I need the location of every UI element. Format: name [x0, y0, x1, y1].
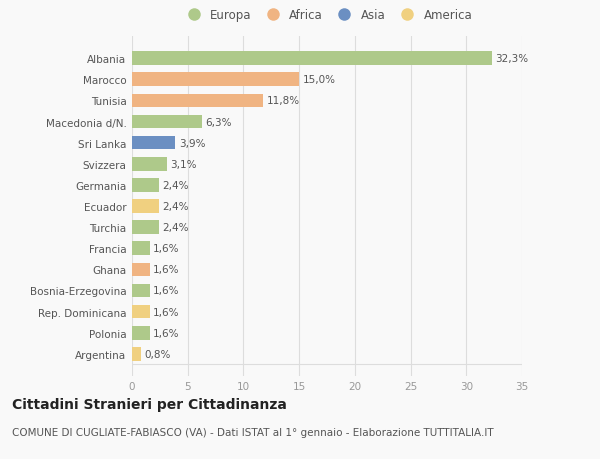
Text: 32,3%: 32,3%	[495, 54, 529, 64]
Text: 1,6%: 1,6%	[153, 328, 179, 338]
Bar	[132, 179, 159, 192]
Text: COMUNE DI CUGLIATE-FABIASCO (VA) - Dati ISTAT al 1° gennaio - Elaborazione TUTTI: COMUNE DI CUGLIATE-FABIASCO (VA) - Dati …	[12, 427, 494, 437]
Bar	[132, 94, 263, 108]
Text: 3,9%: 3,9%	[179, 138, 205, 148]
Text: Cittadini Stranieri per Cittadinanza: Cittadini Stranieri per Cittadinanza	[12, 397, 287, 411]
Bar	[132, 52, 492, 66]
Text: 11,8%: 11,8%	[267, 96, 300, 106]
Text: 3,1%: 3,1%	[170, 159, 196, 169]
Bar	[132, 305, 150, 319]
Text: 6,3%: 6,3%	[206, 117, 232, 127]
Text: 1,6%: 1,6%	[153, 307, 179, 317]
Bar	[132, 200, 159, 213]
Bar	[132, 157, 167, 171]
Bar	[132, 347, 141, 361]
Text: 0,8%: 0,8%	[144, 349, 170, 359]
Bar	[132, 242, 150, 256]
Text: 15,0%: 15,0%	[302, 75, 335, 85]
Bar	[132, 263, 150, 277]
Text: 2,4%: 2,4%	[162, 180, 188, 190]
Bar	[132, 136, 175, 150]
Text: 1,6%: 1,6%	[153, 244, 179, 254]
Text: 1,6%: 1,6%	[153, 265, 179, 275]
Text: 2,4%: 2,4%	[162, 202, 188, 212]
Bar	[132, 284, 150, 298]
Bar	[132, 221, 159, 235]
Text: 1,6%: 1,6%	[153, 286, 179, 296]
Bar	[132, 326, 150, 340]
Legend: Europa, Africa, Asia, America: Europa, Africa, Asia, America	[179, 6, 475, 24]
Bar	[132, 115, 202, 129]
Bar	[132, 73, 299, 87]
Text: 2,4%: 2,4%	[162, 223, 188, 233]
